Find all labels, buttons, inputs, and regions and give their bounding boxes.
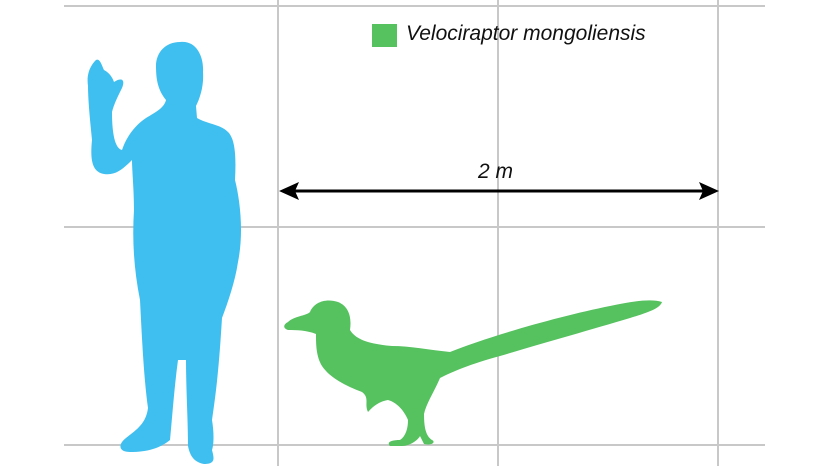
scale-arrow [279,182,719,200]
velociraptor-silhouette [284,300,662,446]
legend-label: Velociraptor mongoliensis [406,22,646,45]
human-silhouette [87,41,242,465]
legend-swatch [372,24,397,47]
scale-bar-label: 2 m [478,160,514,183]
